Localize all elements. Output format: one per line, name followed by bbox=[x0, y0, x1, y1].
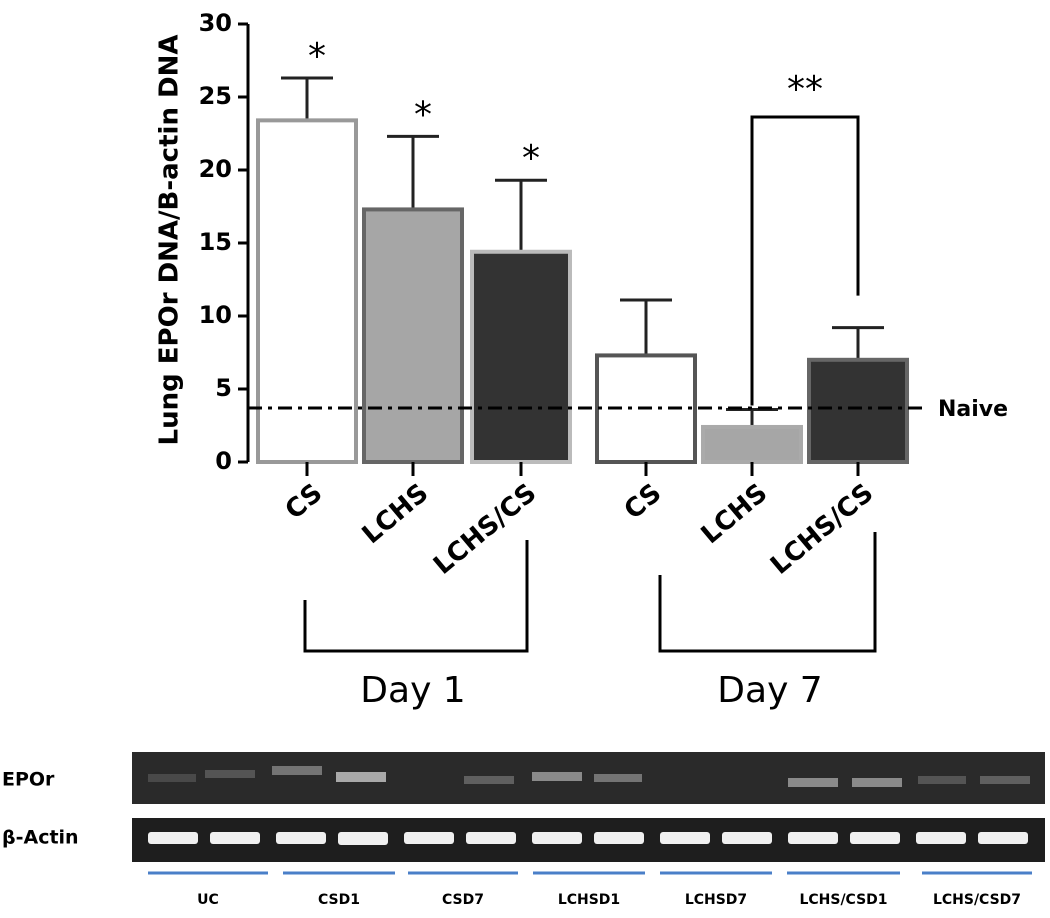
y-tick-label: 10 bbox=[199, 301, 232, 329]
significance: * bbox=[308, 36, 326, 77]
gel-image bbox=[132, 752, 1045, 862]
gel-row-label: β-Actin bbox=[2, 827, 79, 849]
reference-label: Naive bbox=[938, 397, 1008, 422]
epor-bands bbox=[148, 766, 1030, 787]
actin-bands bbox=[148, 832, 1028, 845]
x-tick-label: CS bbox=[619, 478, 668, 526]
x-tick-label: LCHS bbox=[696, 478, 774, 550]
gel-row bbox=[132, 818, 1045, 862]
significance: * bbox=[414, 94, 432, 135]
lane-label: LCHSD7 bbox=[685, 892, 747, 908]
group-bracket bbox=[303, 540, 529, 653]
significance-bracket bbox=[750, 115, 860, 406]
y-tick-label: 30 bbox=[199, 9, 232, 37]
gel-row bbox=[132, 752, 1045, 804]
lane-label: LCHS/CSD7 bbox=[933, 892, 1021, 908]
bar bbox=[362, 207, 464, 464]
y-tick-label: 20 bbox=[199, 155, 232, 183]
group-label: Day 1 bbox=[360, 670, 465, 711]
significance: ** bbox=[787, 69, 823, 110]
group-label: Day 7 bbox=[717, 670, 822, 711]
x-tick-label: LCHS/CS bbox=[428, 478, 542, 581]
x-tick-label: LCHS/CS bbox=[765, 478, 879, 581]
gel-row-label: EPOr bbox=[2, 769, 55, 791]
y-tick-label: 0 bbox=[215, 447, 232, 475]
bar bbox=[807, 357, 909, 464]
bar bbox=[470, 249, 572, 464]
y-tick-label: 15 bbox=[199, 228, 232, 256]
lane-label: CSD1 bbox=[318, 892, 360, 908]
bar bbox=[701, 424, 803, 464]
lane-label: LCHSD1 bbox=[558, 892, 620, 908]
bar bbox=[256, 118, 358, 465]
lane-label: CSD7 bbox=[442, 892, 484, 908]
group-bracket bbox=[658, 532, 877, 653]
y-axis-label: Lung EPOr DNA/B-actin DNA bbox=[155, 35, 185, 446]
lane-label: LCHS/CSD1 bbox=[799, 892, 887, 908]
x-tick-label: CS bbox=[280, 478, 329, 526]
y-tick-label: 25 bbox=[199, 82, 232, 110]
lane-label: UC bbox=[197, 892, 219, 908]
x-tick-label: LCHS bbox=[357, 478, 435, 550]
significance: * bbox=[522, 138, 540, 179]
y-tick-label: 5 bbox=[215, 374, 232, 402]
